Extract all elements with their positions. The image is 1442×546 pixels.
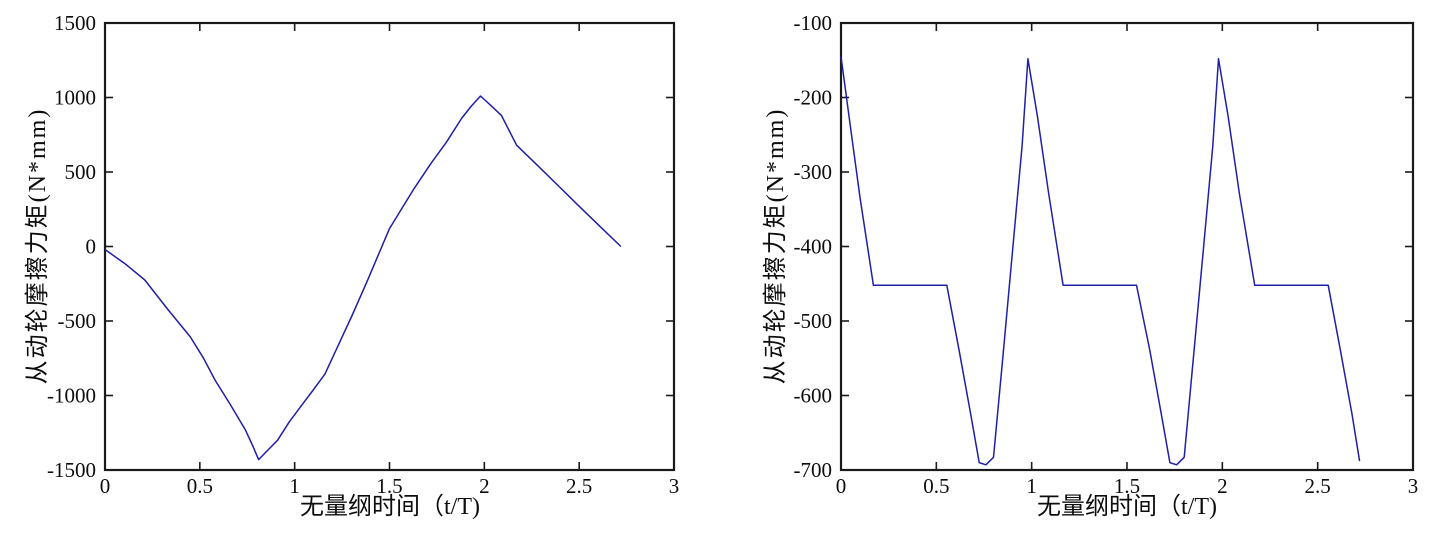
x-tick-label: 3	[1408, 474, 1419, 498]
plot-box	[103, 21, 676, 472]
y-tick-label: 1500	[54, 11, 96, 35]
x-tick-label: 1	[1026, 474, 1037, 498]
y-tick-label: -500	[794, 309, 833, 333]
left-chart-y-axis-label: 从动轮摩擦力矩(N*mm)	[25, 107, 51, 385]
x-tick-label: 2.5	[1305, 474, 1331, 498]
y-tick-label: -1500	[47, 458, 96, 482]
y-tick-label: 0	[86, 235, 97, 259]
x-tick-label: 3	[669, 474, 680, 498]
x-tick-label: 0.5	[187, 474, 213, 498]
right-chart-x-axis-label: 无量纲时间（t/T)	[1037, 494, 1217, 520]
x-tick-label: 2	[479, 474, 490, 498]
x-tick-label: 0.5	[923, 474, 949, 498]
y-tick-label: -200	[794, 86, 833, 110]
y-tick-label: -1000	[47, 384, 96, 408]
x-tick-label: 1.5	[1114, 474, 1140, 498]
x-tick-label: 2	[1217, 474, 1228, 498]
x-tick-label: 2.5	[566, 474, 592, 498]
y-tick-label: 500	[65, 160, 97, 184]
y-tick-label: -400	[794, 235, 833, 259]
data-series-line	[104, 95, 622, 461]
right-chart-y-axis-label: 从动轮摩擦力矩(N*mm)	[763, 107, 789, 385]
y-tick-label: -100	[794, 11, 833, 35]
data-series-line	[840, 56, 1361, 466]
x-tick-label: 0	[100, 474, 111, 498]
y-tick-label: 1000	[54, 86, 96, 110]
y-tick-label: -600	[794, 384, 833, 408]
y-tick-label: -700	[794, 458, 833, 482]
y-tick-label: -500	[58, 309, 97, 333]
x-tick-label: 1	[289, 474, 300, 498]
x-tick-label: 1.5	[376, 474, 402, 498]
plot-box	[839, 21, 1415, 472]
left-chart-x-axis-label: 无量纲时间（t/T)	[300, 494, 480, 520]
y-tick-label: -300	[794, 160, 833, 184]
x-tick-label: 0	[836, 474, 847, 498]
